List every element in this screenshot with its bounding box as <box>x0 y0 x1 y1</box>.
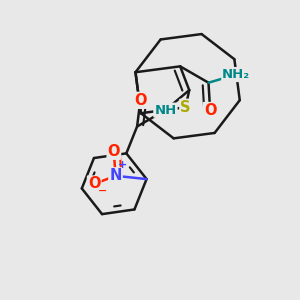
Text: O: O <box>88 176 100 191</box>
Text: N: N <box>109 168 122 183</box>
Text: O: O <box>108 144 120 159</box>
Text: +: + <box>118 160 127 170</box>
Text: O: O <box>134 93 147 108</box>
Text: NH: NH <box>154 103 177 117</box>
Text: NH₂: NH₂ <box>222 68 250 81</box>
Text: O: O <box>204 103 216 118</box>
Text: S: S <box>180 100 191 115</box>
Text: −: − <box>98 186 107 196</box>
